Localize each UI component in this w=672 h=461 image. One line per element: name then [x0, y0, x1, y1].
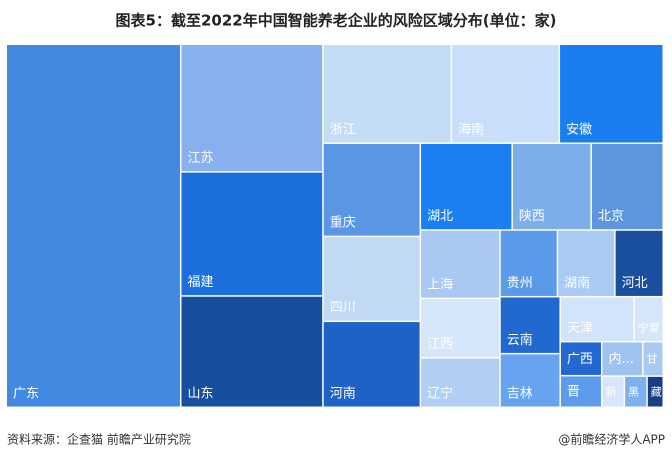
- cell-label: 甘: [646, 353, 657, 366]
- cell-label: 上海: [427, 278, 453, 293]
- treemap-cell: [323, 45, 451, 143]
- treemap-cell: [591, 143, 663, 230]
- treemap-cell: [181, 45, 323, 172]
- treemap-cell: [181, 296, 323, 407]
- cell-label: 宁夏: [638, 320, 660, 334]
- cell-label: 天津: [567, 321, 593, 336]
- cell-label: 安徽: [566, 122, 592, 137]
- cell-label: 贵州: [507, 276, 533, 291]
- treemap-cell: [452, 45, 559, 143]
- treemap-cell: [421, 143, 512, 230]
- treemap-cell: [625, 376, 647, 407]
- treemap-cell: [421, 230, 500, 298]
- treemap-cell: [560, 376, 601, 407]
- cell-label: 四川: [330, 301, 356, 316]
- cell-label: 江西: [427, 337, 453, 352]
- cell-label: 江苏: [187, 150, 213, 166]
- cell-label: 内...: [608, 351, 633, 367]
- treemap-cell: [512, 143, 591, 230]
- treemap-cell: [602, 342, 642, 376]
- source: 资料来源：企查猫 前瞻产业研究院: [7, 432, 191, 447]
- cell-label: 重庆: [330, 215, 356, 231]
- cell-label: 云南: [507, 332, 533, 348]
- cell-label: 晋: [567, 385, 580, 400]
- treemap-cell: [323, 237, 420, 321]
- treemap-cell: [323, 143, 420, 236]
- cell-label: 新: [605, 384, 616, 398]
- treemap-cell: [634, 297, 663, 341]
- treemap-cell: [615, 230, 663, 296]
- treemap-cell: [500, 297, 560, 353]
- cell-label: 湖北: [427, 209, 453, 224]
- cell-label: 海南: [458, 121, 484, 137]
- cell-label: 陕西: [519, 209, 545, 224]
- treemap-cell: [500, 354, 560, 407]
- treemap-cell: [500, 230, 557, 296]
- chart-title: 图表5：截至2022年中国智能养老企业的风险区域分布(单位：家): [116, 12, 557, 30]
- treemap-cell: [560, 297, 634, 341]
- cell-label: 河南: [330, 386, 356, 402]
- cell-label: 福建: [187, 275, 213, 290]
- treemap-cell: [421, 358, 500, 407]
- cell-label: 黑: [628, 385, 639, 398]
- cell-label: 广东: [13, 387, 39, 402]
- treemap-cell: [7, 45, 180, 407]
- cell-label: 北京: [598, 209, 624, 224]
- treemap-cell: [558, 230, 615, 296]
- treemap-cell: [560, 45, 663, 143]
- treemap-cell: [602, 376, 624, 407]
- cell-label: 吉林: [507, 387, 533, 402]
- cell-label: 河北: [622, 276, 648, 291]
- cell-label: 辽宁: [427, 386, 453, 402]
- cell-label: 藏: [651, 385, 662, 398]
- treemap-cell: [323, 322, 420, 407]
- cell-label: 浙江: [330, 122, 356, 137]
- treemap-cell: [421, 299, 500, 358]
- treemap-cell: [647, 376, 663, 407]
- cell-label: 山东: [187, 387, 213, 402]
- credit: @前瞻经济学人APP: [558, 432, 665, 447]
- treemap-cell: [560, 342, 601, 375]
- treemap-cell: [181, 172, 323, 296]
- cell-label: 广西: [567, 352, 593, 367]
- treemap-cell: [643, 342, 663, 376]
- cell-label: 湖南: [564, 275, 590, 291]
